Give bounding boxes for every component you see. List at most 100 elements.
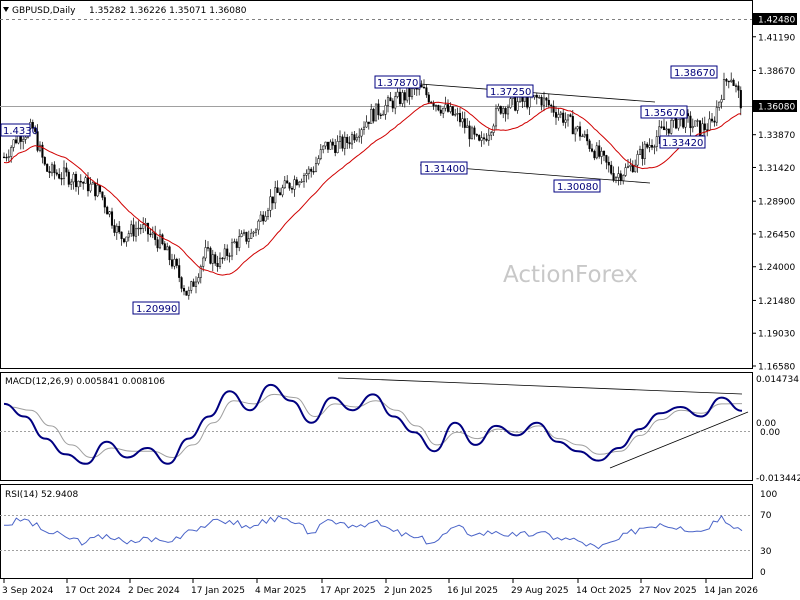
- candle-body: [317, 158, 320, 164]
- chart-header: GBPUSD,Daily 1.35282 1.36226 1.35071 1.3…: [3, 6, 247, 16]
- candle-body: [362, 126, 366, 130]
- candle-body: [454, 113, 457, 116]
- candle-body: [533, 94, 536, 98]
- candle-body: [677, 119, 680, 129]
- candle-body: [221, 257, 224, 260]
- candle-body: [82, 181, 85, 184]
- candle-body: [156, 239, 159, 249]
- candle-body: [166, 246, 169, 251]
- symbol-title: GBPUSD,Daily: [12, 6, 76, 16]
- candle-body: [197, 277, 200, 283]
- candle-body: [622, 175, 625, 181]
- annotation-label: 1.37870: [377, 78, 418, 89]
- price-tick-label: 1.16580: [758, 363, 795, 373]
- candle-body: [209, 247, 212, 264]
- candle-body: [341, 136, 344, 149]
- candle-body: [168, 246, 171, 261]
- candle-body: [46, 163, 49, 172]
- candle-body: [139, 227, 142, 230]
- candle-body: [264, 216, 267, 222]
- candle-body: [108, 211, 111, 215]
- candle-body: [643, 143, 646, 159]
- candle-body: [43, 157, 46, 165]
- candle-body: [281, 187, 284, 196]
- candle-body: [91, 182, 94, 185]
- date-tick-label: 3 Sep 2024: [2, 586, 54, 596]
- macd-title: MACD(12,26,9) 0.005841 0.008106: [5, 377, 165, 387]
- candle-body: [240, 233, 243, 237]
- candle-body: [329, 141, 332, 150]
- candle-body: [636, 154, 639, 166]
- candle-body: [557, 114, 560, 118]
- candle-body: [103, 197, 106, 208]
- candle-body: [180, 277, 183, 289]
- candle-body: [610, 164, 613, 174]
- candle-body: [653, 146, 656, 148]
- candle-body: [134, 228, 138, 237]
- candle-body: [425, 87, 428, 96]
- candle-body: [130, 224, 133, 234]
- candle-body: [151, 232, 154, 235]
- candle-body: [115, 225, 118, 233]
- macd-tick-zero-a: 0.00: [756, 419, 776, 429]
- candle-body: [70, 181, 73, 185]
- rsi-axis: 100 70 30 0: [760, 490, 777, 578]
- price-tick-label: 1.31420: [758, 164, 795, 174]
- candle-body: [348, 142, 351, 145]
- candle-body: [187, 290, 190, 296]
- candle-body: [194, 281, 198, 287]
- candle-body: [257, 220, 260, 231]
- trendline-upper: [419, 83, 656, 103]
- candle-body: [607, 161, 610, 166]
- candle-body: [641, 148, 644, 159]
- annotation-label: 1.37250: [490, 87, 531, 98]
- candle-body: [660, 126, 663, 128]
- candle-body: [226, 248, 229, 256]
- candle-body: [689, 115, 692, 129]
- candle-body: [514, 96, 517, 111]
- candle-body: [725, 79, 728, 82]
- date-tick-label: 14 Oct 2025: [576, 586, 632, 596]
- candle-body: [163, 243, 166, 251]
- candle-body: [233, 241, 236, 244]
- candle-body: [629, 164, 632, 167]
- candle-body: [379, 114, 382, 116]
- candle-body: [502, 108, 505, 114]
- price-tick-label: 1.33870: [758, 131, 795, 141]
- candle-body: [593, 151, 596, 159]
- candle-body: [665, 128, 668, 131]
- candle-body: [235, 241, 238, 248]
- rsi-tick-100: 100: [760, 490, 777, 500]
- candle-body: [127, 233, 130, 238]
- annotation-1-30080: 1.30080: [553, 179, 601, 193]
- candle-body: [602, 150, 606, 156]
- candle-body: [574, 128, 577, 135]
- sma-line: [3, 101, 741, 276]
- candle-body: [223, 248, 226, 259]
- candle-body: [5, 156, 8, 159]
- candle-body: [355, 137, 358, 141]
- candle-body: [590, 148, 594, 152]
- candle-body: [614, 177, 618, 181]
- candle-body: [588, 140, 591, 149]
- candle-body: [490, 132, 493, 136]
- candle-body: [612, 173, 615, 181]
- candle-body: [338, 136, 342, 142]
- candle-body: [473, 127, 476, 135]
- candle-body: [422, 86, 426, 89]
- candle-body: [346, 136, 349, 143]
- candle-body: [554, 112, 558, 118]
- candle-body: [386, 97, 390, 106]
- annotation-1-33420: 1.33420: [659, 135, 706, 149]
- candle-body: [439, 109, 442, 114]
- candle-body: [559, 112, 562, 115]
- sma-line-group: [3, 101, 741, 276]
- candle-body: [449, 106, 452, 112]
- candle-body: [62, 167, 66, 179]
- candle-body: [586, 134, 589, 142]
- candle-body: [110, 211, 114, 226]
- candle-body: [535, 94, 538, 98]
- candle-body: [727, 80, 730, 83]
- candle-body: [50, 164, 54, 174]
- watermark: ActionForex: [503, 262, 638, 288]
